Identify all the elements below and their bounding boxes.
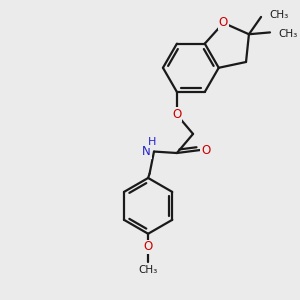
Text: CH₃: CH₃ <box>269 11 289 20</box>
Text: N: N <box>142 145 151 158</box>
Text: O: O <box>201 144 210 157</box>
Text: O: O <box>219 16 228 29</box>
Text: O: O <box>143 241 153 254</box>
Text: CH₃: CH₃ <box>278 29 298 39</box>
Text: H: H <box>148 137 156 147</box>
Text: O: O <box>172 108 182 121</box>
Text: CH₃: CH₃ <box>139 265 158 275</box>
